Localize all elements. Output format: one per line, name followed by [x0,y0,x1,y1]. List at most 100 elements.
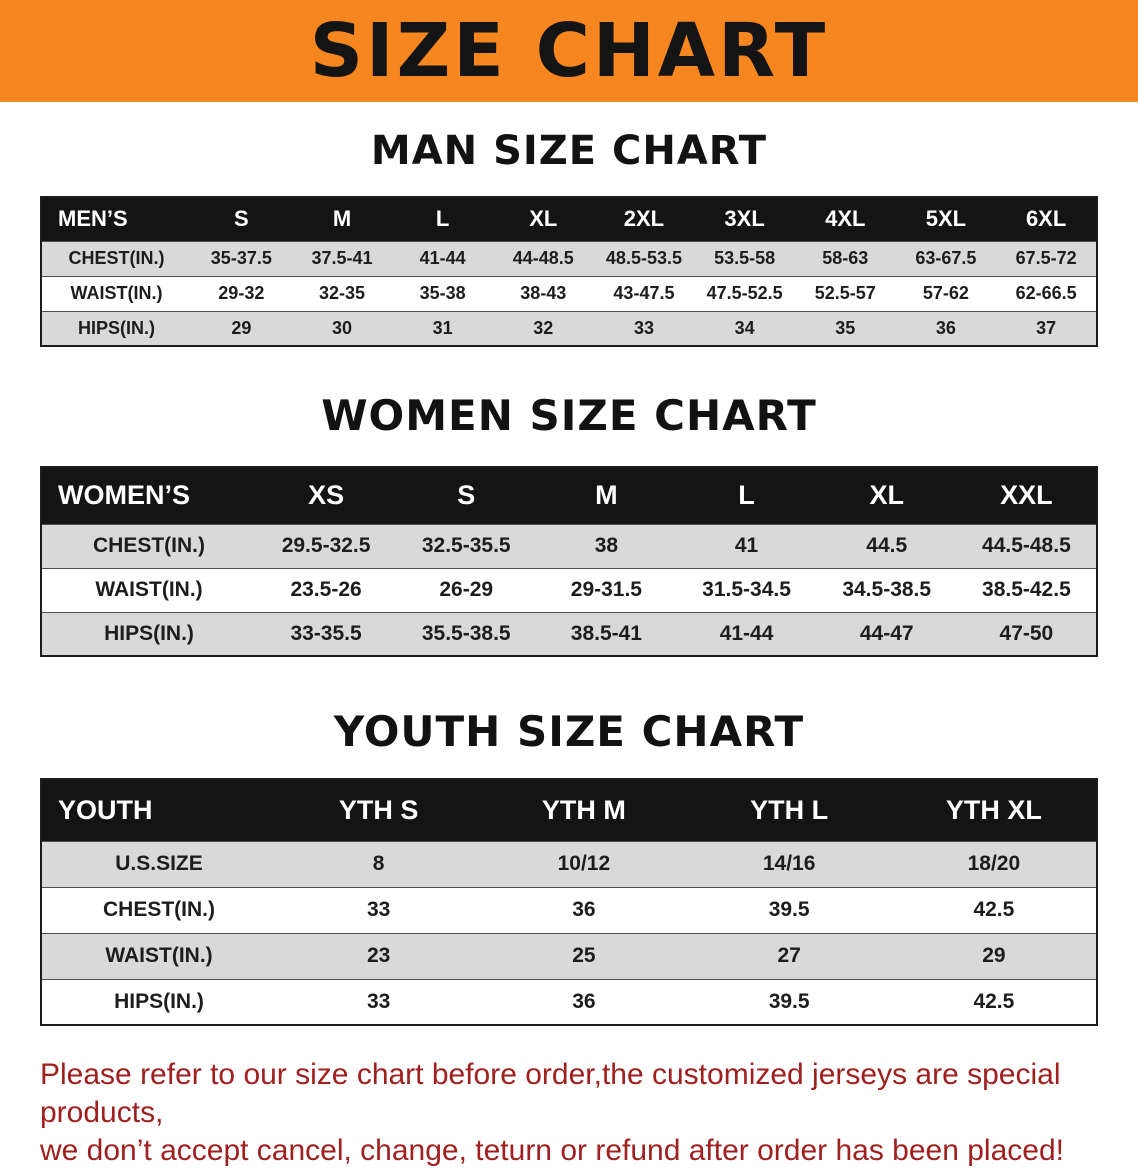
table-cell: 48.5-53.5 [593,241,695,276]
table-cell: 39.5 [686,887,892,933]
size-header-cell: M [536,467,677,524]
women-size-table: WOMEN’S XS S M L XL XXL CHEST(IN.) 29.5-… [40,466,1098,657]
table-cell: 33 [593,311,695,346]
table-cell: 44.5-48.5 [956,524,1097,568]
size-header-cell: 5XL [895,197,997,241]
table-cell: 39.5 [686,979,892,1025]
table-cell: 29.5-32.5 [256,524,397,568]
size-header-cell: 2XL [593,197,695,241]
youth-size-table: YOUTH YTH S YTH M YTH L YTH XL U.S.SIZE … [40,778,1098,1026]
banner-title: SIZE CHART [309,8,829,94]
table-cell: 35.5-38.5 [396,612,537,656]
table-cell: 18/20 [891,841,1097,887]
table-cell: 38 [536,524,677,568]
table-cell: 36 [481,887,687,933]
table-cell: 37 [996,311,1097,346]
table-cell: 36 [895,311,997,346]
table-cell: 27 [686,933,892,979]
women-header-row: WOMEN’S XS S M L XL XXL [41,467,1097,524]
table-cell: 37.5-41 [291,241,393,276]
table-cell: 63-67.5 [895,241,997,276]
row-label: U.S.SIZE [41,841,276,887]
table-cell: 36 [481,979,687,1025]
youth-chart-title: YOUTH SIZE CHART [333,707,805,756]
size-header-cell: YTH XL [891,779,1097,841]
table-cell: 33-35.5 [256,612,397,656]
table-cell: 33 [276,979,482,1025]
table-cell: 31.5-34.5 [676,568,817,612]
table-cell: 41 [676,524,817,568]
table-cell: 32-35 [291,276,393,311]
table-cell: 53.5-58 [694,241,795,276]
table-cell: 38-43 [492,276,594,311]
table-cell: 34.5-38.5 [816,568,957,612]
table-cell: 44-47 [816,612,957,656]
row-label: CHEST(IN.) [41,241,191,276]
disclaimer-line: we don’t accept cancel, change, teturn o… [40,1134,1064,1168]
table-cell: 38.5-42.5 [956,568,1097,612]
table-cell: 10/12 [481,841,687,887]
table-cell: 29 [891,933,1097,979]
table-row: WAIST(IN.) 23 25 27 29 [41,933,1097,979]
row-label: HIPS(IN.) [41,311,191,346]
men-header-row: MEN’S S M L XL 2XL 3XL 4XL 5XL 6XL [41,197,1097,241]
row-label: WAIST(IN.) [41,568,256,612]
table-cell: 57-62 [895,276,997,311]
table-row: WAIST(IN.) 23.5-26 26-29 29-31.5 31.5-34… [41,568,1097,612]
table-cell: 44.5 [816,524,957,568]
table-cell: 25 [481,933,687,979]
table-cell: 34 [694,311,795,346]
size-header-cell: YTH M [481,779,687,841]
table-row: U.S.SIZE 8 10/12 14/16 18/20 [41,841,1097,887]
row-label: WAIST(IN.) [41,276,191,311]
table-cell: 52.5-57 [794,276,896,311]
table-row: CHEST(IN.) 33 36 39.5 42.5 [41,887,1097,933]
table-cell: 29 [191,311,292,346]
size-header-cell: XL [816,467,957,524]
table-row: HIPS(IN.) 29 30 31 32 33 34 35 36 37 [41,311,1097,346]
table-cell: 26-29 [396,568,537,612]
disclaimer-line: Please refer to our size chart before or… [40,1058,1061,1130]
size-header-cell: XL [492,197,594,241]
table-cell: 23 [276,933,482,979]
table-cell: 29-31.5 [536,568,677,612]
men-chart-title: MAN SIZE CHART [370,128,768,174]
size-header-cell: XS [256,467,397,524]
table-cell: 38.5-41 [536,612,677,656]
table-row: CHEST(IN.) 35-37.5 37.5-41 41-44 44-48.5… [41,241,1097,276]
size-header-cell: YTH L [686,779,892,841]
row-label: HIPS(IN.) [41,612,256,656]
women-header-label: WOMEN’S [41,467,256,524]
women-chart-title: WOMEN SIZE CHART [321,391,817,440]
size-header-cell: S [191,197,292,241]
table-cell: 41-44 [676,612,817,656]
youth-header-label: YOUTH [41,779,276,841]
row-label: WAIST(IN.) [41,933,276,979]
table-cell: 29-32 [191,276,292,311]
table-row: HIPS(IN.) 33-35.5 35.5-38.5 38.5-41 41-4… [41,612,1097,656]
size-header-cell: YTH S [276,779,482,841]
size-header-cell: 4XL [794,197,896,241]
table-cell: 8 [276,841,482,887]
table-row: CHEST(IN.) 29.5-32.5 32.5-35.5 38 41 44.… [41,524,1097,568]
table-cell: 14/16 [686,841,892,887]
row-label: HIPS(IN.) [41,979,276,1025]
table-cell: 35 [794,311,896,346]
table-cell: 32.5-35.5 [396,524,537,568]
table-cell: 41-44 [392,241,493,276]
table-row: HIPS(IN.) 33 36 39.5 42.5 [41,979,1097,1025]
table-cell: 47.5-52.5 [694,276,795,311]
men-size-table: MEN’S S M L XL 2XL 3XL 4XL 5XL 6XL CHEST… [40,196,1098,347]
size-header-cell: XXL [956,467,1097,524]
size-header-cell: 3XL [694,197,795,241]
table-cell: 58-63 [794,241,896,276]
table-cell: 42.5 [891,979,1097,1025]
row-label: CHEST(IN.) [41,524,256,568]
table-row: WAIST(IN.) 29-32 32-35 35-38 38-43 43-47… [41,276,1097,311]
table-cell: 23.5-26 [256,568,397,612]
table-cell: 43-47.5 [593,276,695,311]
size-header-cell: L [676,467,817,524]
size-header-cell: M [291,197,393,241]
table-cell: 35-38 [392,276,493,311]
size-header-cell: 6XL [996,197,1097,241]
